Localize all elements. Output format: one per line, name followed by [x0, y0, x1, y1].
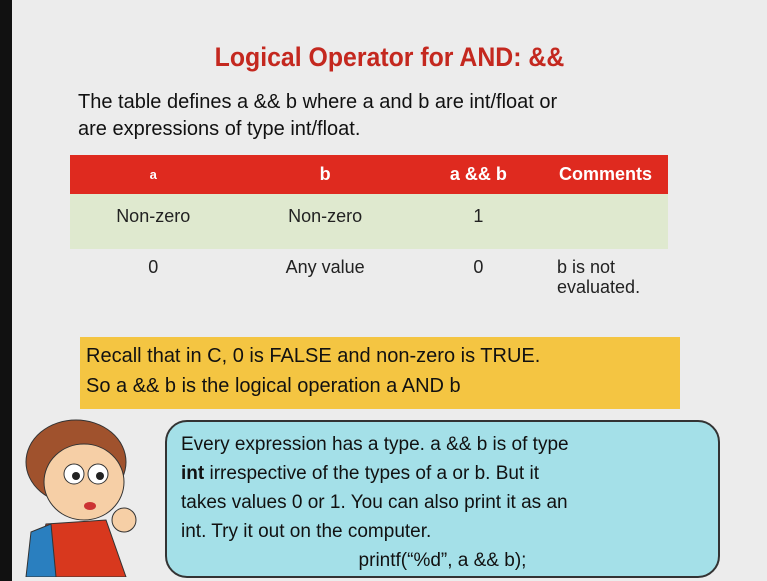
header-cell: a: [70, 155, 237, 194]
cell: Any value: [285, 257, 365, 277]
cartoon-boy: [25, 419, 137, 577]
truth-table: a b a && b Comments Non-zero Non-zero 1 …: [70, 155, 668, 320]
cell: [543, 194, 668, 249]
text: irrespective of the types of a or b. But…: [204, 463, 539, 484]
row: 0 Any value 0 b is not evaluated.: [70, 249, 668, 320]
bubble-line: Every expression has a type. a && b is o…: [181, 434, 569, 455]
speech-bubble: Every expression has a type. a && b is o…: [165, 420, 720, 578]
cell: b is not evaluated.: [557, 257, 641, 297]
header-cell: a && b: [413, 155, 543, 194]
intro-line: The table defines a && b where a and b a…: [78, 91, 558, 113]
header-row: a b a && b Comments: [70, 155, 668, 194]
cell: Non-zero: [236, 194, 414, 249]
side-bar: [0, 0, 12, 581]
header-cell: Comments: [543, 155, 668, 194]
bubble-line: int irrespective of the types of a or b.…: [181, 459, 704, 488]
recall-box: Recall that in C, 0 is FALSE and non-zer…: [80, 337, 680, 409]
cell: 0: [148, 257, 159, 277]
header-cell: b: [236, 155, 414, 194]
bold-word: int: [181, 463, 205, 484]
cell: 0: [473, 257, 484, 277]
recall-line: Recall that in C, 0 is FALSE and non-zer…: [86, 345, 541, 367]
cell: 1: [413, 194, 543, 249]
recall-line: So a && b is the logical operation a AND…: [86, 375, 461, 397]
bubble-line: takes values 0 or 1. You can also print …: [181, 492, 568, 513]
row: Non-zero Non-zero 1: [70, 194, 668, 249]
cell: Non-zero: [70, 194, 237, 249]
code-line: printf(“%d”, a && b);: [358, 550, 527, 571]
intro-line: are expressions of type int/float.: [78, 118, 361, 140]
title: Logical Operator for AND: &&: [214, 42, 565, 72]
bubble-line: int. Try it out on the computer.: [181, 521, 432, 542]
